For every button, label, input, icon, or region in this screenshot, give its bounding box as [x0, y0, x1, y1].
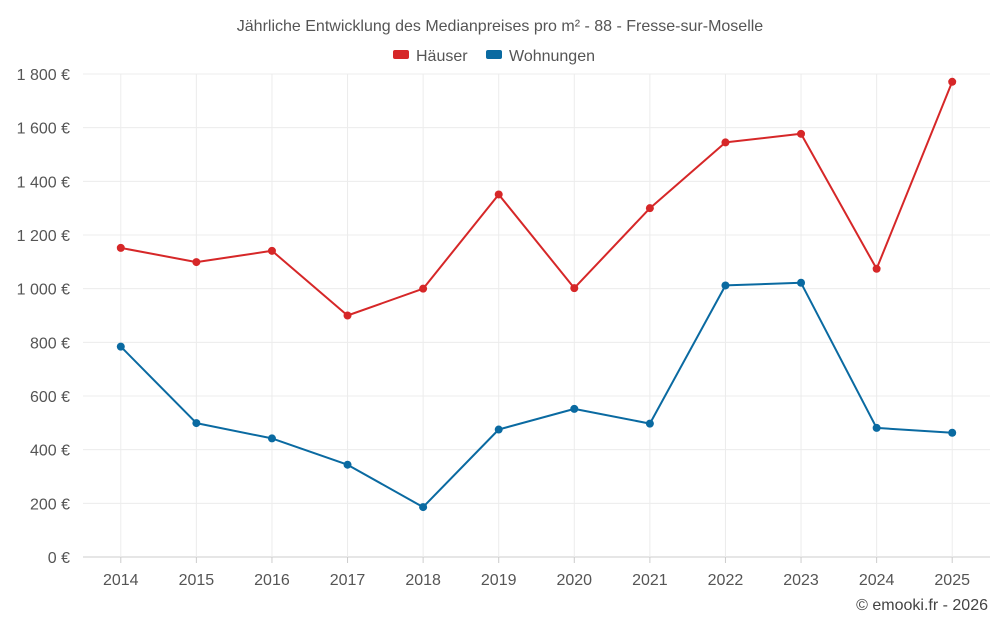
- legend-label: Wohnungen: [509, 48, 595, 65]
- data-point[interactable]: [570, 404, 579, 413]
- x-tick-label: 2018: [405, 572, 441, 589]
- copyright-credit: © emooki.fr - 2026: [856, 597, 988, 614]
- data-point[interactable]: [494, 425, 503, 434]
- data-point[interactable]: [797, 278, 806, 287]
- data-point[interactable]: [948, 77, 957, 86]
- data-point[interactable]: [116, 243, 125, 252]
- data-point[interactable]: [419, 284, 428, 293]
- data-point[interactable]: [645, 204, 654, 213]
- x-tick-label: 2019: [481, 572, 517, 589]
- y-axis: 0 € 200 € 400 € 600 € 800 € 1 000 € 1 200 € 1 4…: [17, 67, 70, 567]
- y-tick-label: 400 €: [30, 443, 70, 460]
- x-axis: 2014 2015 2016 2017 2018 2019 2020 2021 2022 2023…: [103, 557, 970, 589]
- series-line-haeuser: [120, 81, 954, 317]
- x-tick-label: 2017: [330, 572, 366, 589]
- data-point[interactable]: [872, 423, 881, 432]
- data-point[interactable]: [267, 246, 276, 255]
- y-tick-label: 1 400 €: [17, 174, 70, 191]
- y-tick-label: 0 €: [48, 550, 70, 567]
- data-point[interactable]: [192, 258, 201, 267]
- data-point[interactable]: [116, 342, 125, 351]
- y-tick-label: 1 800 €: [17, 67, 70, 84]
- legend-item[interactable]: Wohnungen: [486, 48, 595, 65]
- x-tick-label: 2023: [783, 572, 819, 589]
- legend-label: Häuser: [416, 48, 468, 65]
- x-tick-label: 2015: [179, 572, 215, 589]
- y-tick-label: 200 €: [30, 496, 70, 513]
- legend-swatch: [393, 50, 409, 59]
- y-tick-label: 1 000 €: [17, 282, 70, 299]
- legend-item[interactable]: Häuser: [393, 48, 468, 65]
- x-tick-label: 2024: [859, 572, 895, 589]
- data-point[interactable]: [948, 428, 957, 437]
- data-point[interactable]: [645, 419, 654, 428]
- series-line-wohnungen: [120, 281, 953, 509]
- chart-legend: Häuser Wohnungen: [393, 48, 595, 65]
- chart-grid: [83, 73, 990, 558]
- data-point[interactable]: [343, 311, 352, 320]
- x-tick-label: 2016: [254, 572, 290, 589]
- data-point[interactable]: [419, 503, 428, 512]
- data-point[interactable]: [570, 284, 579, 293]
- series-layer: [116, 77, 957, 512]
- x-tick-label: 2014: [103, 572, 139, 589]
- y-tick-label: 600 €: [30, 389, 70, 406]
- x-tick-label: 2021: [632, 572, 668, 589]
- y-tick-label: 1 600 €: [17, 121, 70, 138]
- data-point[interactable]: [267, 434, 276, 443]
- chart-title: Jährliche Entwicklung des Medianpreises …: [237, 18, 764, 35]
- x-tick-label: 2020: [556, 572, 592, 589]
- data-point[interactable]: [797, 129, 806, 138]
- x-tick-label: 2022: [708, 572, 744, 589]
- y-tick-label: 800 €: [30, 335, 70, 352]
- data-point[interactable]: [343, 460, 352, 469]
- data-point[interactable]: [872, 264, 881, 273]
- x-tick-label: 2025: [934, 572, 970, 589]
- data-point[interactable]: [721, 281, 730, 290]
- legend-swatch: [486, 50, 502, 59]
- y-tick-label: 1 200 €: [17, 228, 70, 245]
- data-point[interactable]: [721, 138, 730, 147]
- data-point[interactable]: [192, 419, 201, 428]
- data-point[interactable]: [494, 190, 503, 199]
